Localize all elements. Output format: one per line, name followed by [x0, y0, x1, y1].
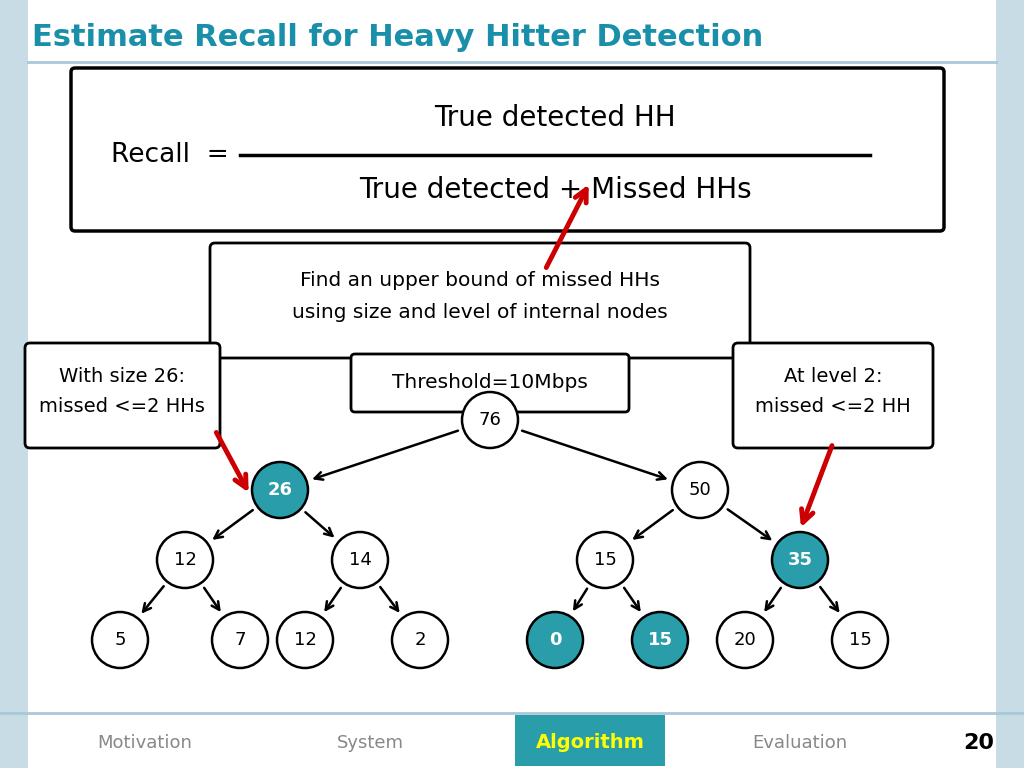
FancyBboxPatch shape [351, 354, 629, 412]
Text: True detected + Missed HHs: True detected + Missed HHs [358, 176, 752, 204]
Text: 5: 5 [115, 631, 126, 649]
Text: 76: 76 [478, 411, 502, 429]
Text: 50: 50 [688, 481, 712, 499]
Text: At level 2:: At level 2: [783, 368, 883, 386]
Text: Estimate Recall for Heavy Hitter Detection: Estimate Recall for Heavy Hitter Detecti… [32, 24, 763, 52]
Text: 15: 15 [594, 551, 616, 569]
Circle shape [392, 612, 449, 668]
Circle shape [278, 612, 333, 668]
Text: 12: 12 [294, 631, 316, 649]
Circle shape [92, 612, 148, 668]
FancyBboxPatch shape [25, 343, 220, 448]
Text: 20: 20 [964, 733, 994, 753]
Text: Find an upper bound of missed HHs: Find an upper bound of missed HHs [300, 270, 660, 290]
Circle shape [672, 462, 728, 518]
FancyBboxPatch shape [210, 243, 750, 358]
Text: 26: 26 [267, 481, 293, 499]
Text: 7: 7 [234, 631, 246, 649]
FancyBboxPatch shape [71, 68, 944, 231]
Text: 14: 14 [348, 551, 372, 569]
Circle shape [527, 612, 583, 668]
Text: 15: 15 [849, 631, 871, 649]
FancyBboxPatch shape [733, 343, 933, 448]
Text: Recall  =: Recall = [112, 142, 229, 168]
Circle shape [831, 612, 888, 668]
Text: Motivation: Motivation [97, 734, 193, 752]
Circle shape [462, 392, 518, 448]
Circle shape [577, 532, 633, 588]
Text: Algorithm: Algorithm [536, 733, 644, 753]
Text: 20: 20 [733, 631, 757, 649]
Circle shape [717, 612, 773, 668]
Text: With size 26:: With size 26: [59, 368, 185, 386]
Circle shape [772, 532, 828, 588]
Text: 2: 2 [415, 631, 426, 649]
Text: System: System [337, 734, 403, 752]
FancyBboxPatch shape [515, 715, 665, 766]
Text: 15: 15 [647, 631, 673, 649]
Text: using size and level of internal nodes: using size and level of internal nodes [292, 303, 668, 322]
FancyBboxPatch shape [996, 0, 1024, 768]
Text: missed <=2 HHs: missed <=2 HHs [39, 396, 205, 415]
Text: 35: 35 [787, 551, 812, 569]
Circle shape [252, 462, 308, 518]
Circle shape [632, 612, 688, 668]
Text: Threshold=10Mbps: Threshold=10Mbps [392, 373, 588, 392]
Text: 12: 12 [173, 551, 197, 569]
Circle shape [157, 532, 213, 588]
FancyBboxPatch shape [0, 0, 28, 768]
Text: True detected HH: True detected HH [434, 104, 676, 132]
Text: 0: 0 [549, 631, 561, 649]
Circle shape [212, 612, 268, 668]
Text: Evaluation: Evaluation [753, 734, 848, 752]
Circle shape [332, 532, 388, 588]
Text: missed <=2 HH: missed <=2 HH [755, 396, 911, 415]
